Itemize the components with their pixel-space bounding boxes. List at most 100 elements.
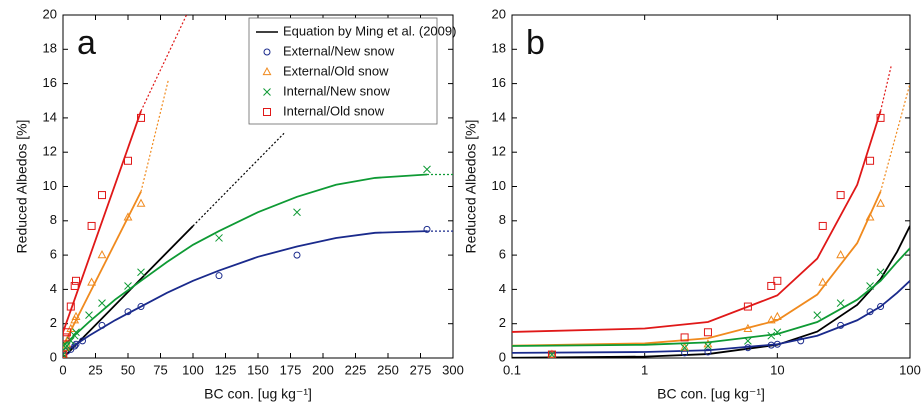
fit-line bbox=[63, 110, 142, 333]
x-tick-label: 150 bbox=[247, 362, 269, 377]
legend-label: Internal/Old snow bbox=[283, 103, 385, 118]
x-axis-label: BC con. [ug kg⁻¹] bbox=[657, 386, 765, 402]
y-tick-label: 4 bbox=[50, 281, 57, 296]
fit-line bbox=[63, 230, 428, 354]
point bbox=[63, 333, 70, 342]
y-tick-label: 10 bbox=[492, 178, 506, 193]
y-tick-label: 16 bbox=[43, 75, 57, 90]
point bbox=[813, 311, 822, 319]
point bbox=[865, 212, 875, 221]
x-tick-label: 75 bbox=[153, 362, 167, 377]
point bbox=[866, 282, 874, 290]
x-tick-label: 10 bbox=[770, 362, 784, 377]
point bbox=[63, 350, 68, 358]
y-tick-label: 6 bbox=[50, 247, 57, 262]
point bbox=[423, 165, 431, 174]
y-tick-label: 2 bbox=[50, 315, 57, 330]
x-tick-label: 1 bbox=[641, 362, 648, 377]
point bbox=[70, 281, 79, 290]
point bbox=[704, 348, 712, 356]
y-tick-label: 20 bbox=[492, 6, 506, 21]
plot-area bbox=[512, 66, 910, 358]
extension-line bbox=[879, 66, 892, 112]
x-tick-label: 175 bbox=[280, 362, 302, 377]
x-tick-label: 300 bbox=[442, 362, 464, 377]
y-tick-label: 16 bbox=[492, 75, 506, 90]
x-tick-label: 250 bbox=[377, 362, 399, 377]
y-tick-label: 10 bbox=[43, 178, 57, 193]
point bbox=[767, 281, 776, 290]
point bbox=[818, 221, 827, 230]
point bbox=[66, 336, 75, 345]
point bbox=[137, 113, 145, 122]
point bbox=[215, 272, 223, 280]
point bbox=[766, 315, 776, 324]
point bbox=[818, 277, 828, 286]
point bbox=[836, 250, 846, 259]
plot-area bbox=[63, 15, 453, 358]
point bbox=[680, 343, 689, 352]
point bbox=[98, 321, 106, 329]
point bbox=[72, 328, 80, 337]
fit-line bbox=[512, 225, 910, 358]
y-tick-label: 14 bbox=[492, 109, 506, 124]
point bbox=[772, 311, 782, 320]
point bbox=[548, 350, 556, 358]
fit-line bbox=[512, 191, 882, 347]
point bbox=[87, 277, 97, 286]
point bbox=[703, 328, 712, 337]
extension-line bbox=[140, 80, 169, 192]
legend-label: External/Old snow bbox=[283, 63, 389, 78]
point bbox=[63, 350, 68, 358]
x-tick-label: 50 bbox=[121, 362, 135, 377]
fit-line bbox=[512, 280, 910, 354]
point bbox=[98, 191, 106, 200]
y-tick-label: 12 bbox=[43, 144, 57, 159]
point bbox=[71, 311, 81, 320]
point bbox=[836, 299, 845, 307]
point bbox=[79, 337, 86, 345]
legend-label: External/New snow bbox=[283, 43, 395, 58]
y-tick-label: 18 bbox=[43, 41, 57, 56]
point bbox=[680, 333, 689, 342]
point bbox=[123, 212, 133, 221]
legend-box bbox=[248, 17, 438, 125]
point bbox=[744, 336, 752, 345]
point bbox=[215, 234, 223, 242]
x-tick-label: 275 bbox=[410, 362, 432, 377]
y-tick-label: 0 bbox=[499, 349, 506, 364]
y-tick-label: 14 bbox=[43, 109, 57, 124]
panel-1: 0 2 4 6 8 10 12 14 16 18 20 0.1 1 10 100 BC con. [ug kg… bbox=[463, 6, 921, 401]
point bbox=[98, 299, 106, 307]
x-tick-label: 225 bbox=[345, 362, 367, 377]
point bbox=[547, 350, 556, 358]
point bbox=[773, 276, 782, 285]
point bbox=[876, 198, 886, 207]
point bbox=[423, 225, 431, 233]
y-axis-label: Reduced Albedos [%] bbox=[14, 120, 30, 254]
fit-line bbox=[63, 191, 142, 347]
point bbox=[866, 156, 875, 165]
y-tick-label: 4 bbox=[499, 281, 506, 296]
fit-line bbox=[63, 173, 428, 347]
point bbox=[866, 308, 874, 316]
point bbox=[743, 323, 753, 332]
fit-line bbox=[512, 247, 910, 347]
point bbox=[263, 88, 271, 96]
fit-line bbox=[512, 110, 882, 333]
panel-label: b bbox=[526, 24, 545, 62]
point bbox=[876, 268, 885, 277]
point bbox=[124, 156, 132, 165]
point bbox=[744, 344, 752, 352]
point bbox=[773, 328, 782, 337]
point bbox=[72, 276, 80, 285]
y-tick-label: 8 bbox=[50, 212, 57, 227]
point bbox=[876, 113, 885, 122]
point bbox=[262, 66, 272, 76]
point bbox=[836, 191, 845, 200]
x-tick-label: 25 bbox=[88, 362, 102, 377]
extension-line bbox=[192, 132, 285, 227]
point bbox=[137, 268, 145, 277]
x-tick-label: 0.1 bbox=[503, 362, 521, 377]
